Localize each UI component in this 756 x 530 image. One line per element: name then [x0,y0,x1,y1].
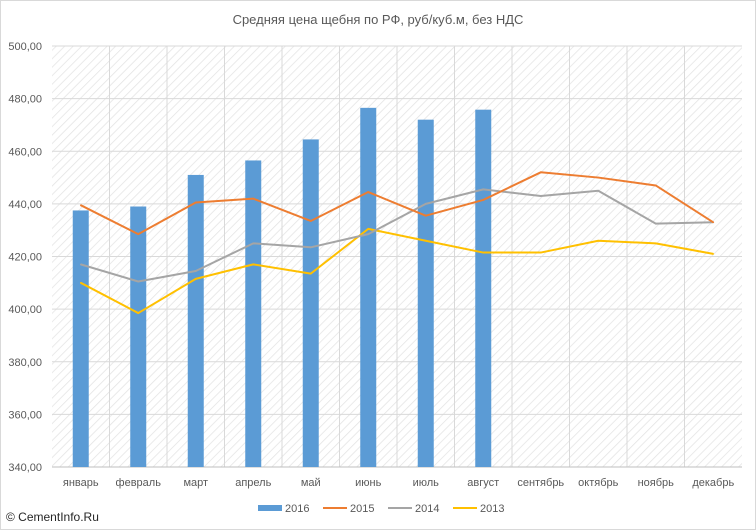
x-tick-label: январь [63,477,99,489]
point-2014-февраль [137,280,140,283]
x-tick-label: декабрь [692,477,734,489]
point-2013-май [309,272,312,275]
x-tick-label: сентябрь [517,477,564,489]
point-2014-сентябрь [539,195,542,197]
point-2015-январь [79,204,82,206]
bar-2016-август [475,109,492,468]
point-2014-март [194,270,197,272]
point-2015-февраль [137,233,140,235]
x-tick-label: ноябрь [638,477,675,489]
bar-2016-апрель [245,160,262,467]
point-2013-ноябрь [654,242,657,245]
x-tick-label: апрель [235,477,271,489]
x-tick-label: март [183,477,208,489]
legend-label-2013: 2013 [480,503,504,515]
y-tick-label: 460,00 [8,146,42,158]
x-tick-label: август [467,477,499,489]
bar-2016-январь [72,210,89,467]
point-2015-июнь [367,191,370,193]
bar-2016-май [302,139,319,468]
legend-label-2014: 2014 [415,503,439,515]
bar-2016-июнь [360,107,377,467]
point-2013-февраль [137,312,140,314]
y-tick-label: 440,00 [8,199,42,211]
point-2015-июль [424,214,427,217]
x-tick-label: октябрь [578,477,618,489]
x-tick-label: июль [413,477,440,489]
chart-title: Средняя цена щебня по РФ, руб/куб.м, без… [232,12,524,27]
point-2015-апрель [252,197,255,200]
point-2015-май [309,220,312,222]
point-2013-апрель [252,263,255,266]
bar-2016-март [187,174,204,467]
point-2014-май [309,246,312,249]
line-series-2015 [80,171,714,236]
x-tick-label: май [301,477,321,489]
point-2013-январь [79,282,82,284]
x-tick-label: июнь [355,477,381,489]
bar-2016-июль [417,119,434,468]
point-2013-август [482,251,485,254]
line-series-2013 [80,227,714,315]
point-2014-август [482,188,485,191]
point-2015-март [194,201,197,204]
y-tick-label: 360,00 [8,409,42,421]
point-2013-июнь [367,228,370,230]
legend-label-2016: 2016 [285,503,309,515]
point-2014-октябрь [597,189,600,192]
point-2013-июль [424,239,427,242]
legend-swatch-2016 [258,505,282,511]
point-2014-январь [79,263,82,266]
point-2013-декабрь [712,253,715,255]
point-2013-октябрь [597,239,600,242]
point-2014-апрель [252,242,255,245]
point-2013-сентябрь [539,251,542,254]
y-tick-label: 400,00 [8,304,42,316]
point-2015-декабрь [712,221,715,224]
y-tick-label: 500,00 [8,41,42,53]
point-2015-август [482,199,485,201]
point-2015-ноябрь [654,184,657,187]
y-tick-label: 380,00 [8,357,42,369]
point-2013-март [194,278,197,280]
y-tick-label: 340,00 [8,462,42,474]
point-2014-июнь [367,233,370,235]
point-2014-ноябрь [654,222,657,225]
x-tick-label: февраль [116,477,162,489]
y-tick-label: 480,00 [8,94,42,106]
legend-label-2015: 2015 [350,503,374,515]
point-2014-июль [424,203,427,205]
bar-2016-февраль [130,206,147,467]
point-2015-октябрь [597,176,600,179]
y-tick-label: 420,00 [8,252,42,264]
point-2015-сентябрь [539,171,542,174]
line-series-2014 [80,188,714,283]
copyright-credit: © CementInfo.Ru [6,510,99,524]
